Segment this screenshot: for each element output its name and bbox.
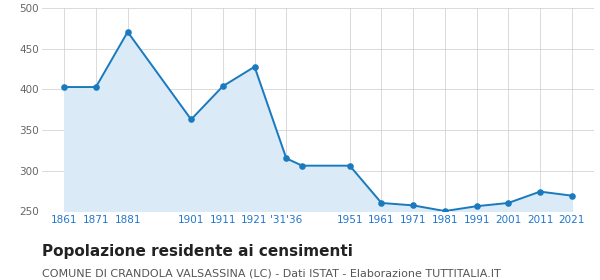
Point [187, 117, 196, 122]
Text: Popolazione residente ai censimenti: Popolazione residente ai censimenti [42, 244, 353, 259]
Point [281, 156, 291, 161]
Point [59, 85, 69, 89]
Point [535, 189, 545, 194]
Point [472, 204, 481, 208]
Point [250, 64, 259, 69]
Text: COMUNE DI CRANDOLA VALSASSINA (LC) - Dati ISTAT - Elaborazione TUTTITALIA.IT: COMUNE DI CRANDOLA VALSASSINA (LC) - Dat… [42, 269, 501, 279]
Point [345, 164, 355, 168]
Point [377, 201, 386, 205]
Point [503, 201, 513, 205]
Point [91, 85, 101, 89]
Point [440, 209, 449, 213]
Point [218, 84, 227, 88]
Point [298, 164, 307, 168]
Point [409, 203, 418, 208]
Point [123, 30, 133, 34]
Point [567, 193, 577, 198]
